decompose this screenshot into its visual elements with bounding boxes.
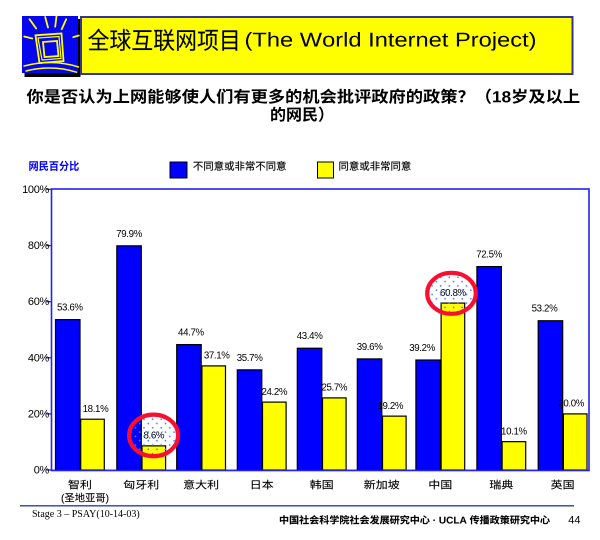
svg-text:53.6%: 53.6% bbox=[57, 303, 83, 314]
svg-text:18.1%: 18.1% bbox=[83, 404, 109, 415]
svg-text:44.7%: 44.7% bbox=[178, 328, 204, 339]
svg-text:39.6%: 39.6% bbox=[357, 342, 383, 353]
svg-text:72.5%: 72.5% bbox=[476, 250, 502, 261]
svg-text:60%: 60% bbox=[28, 296, 50, 308]
svg-text:53.2%: 53.2% bbox=[532, 304, 558, 315]
svg-text:10.1%: 10.1% bbox=[501, 426, 527, 437]
svg-text:19.2%: 19.2% bbox=[377, 401, 403, 412]
svg-text:80%: 80% bbox=[28, 240, 50, 252]
svg-text:Stage 3 – PSAY(10-14-03): Stage 3 – PSAY(10-14-03) bbox=[32, 509, 140, 520]
svg-text:35.7%: 35.7% bbox=[237, 353, 263, 364]
svg-text:20%: 20% bbox=[28, 408, 50, 420]
svg-text:20.0%: 20.0% bbox=[558, 399, 584, 410]
svg-text:24.2%: 24.2% bbox=[261, 387, 287, 398]
svg-text:79.9%: 79.9% bbox=[116, 229, 142, 240]
svg-text:25.7%: 25.7% bbox=[321, 383, 347, 394]
svg-text:39.2%: 39.2% bbox=[409, 343, 435, 354]
svg-text:43.4%: 43.4% bbox=[297, 331, 323, 342]
svg-text:44: 44 bbox=[568, 515, 580, 527]
svg-text:37.1%: 37.1% bbox=[204, 351, 230, 362]
svg-text:100%: 100% bbox=[22, 184, 49, 196]
svg-text:40%: 40% bbox=[28, 352, 50, 364]
svg-text:0%: 0% bbox=[34, 465, 50, 477]
